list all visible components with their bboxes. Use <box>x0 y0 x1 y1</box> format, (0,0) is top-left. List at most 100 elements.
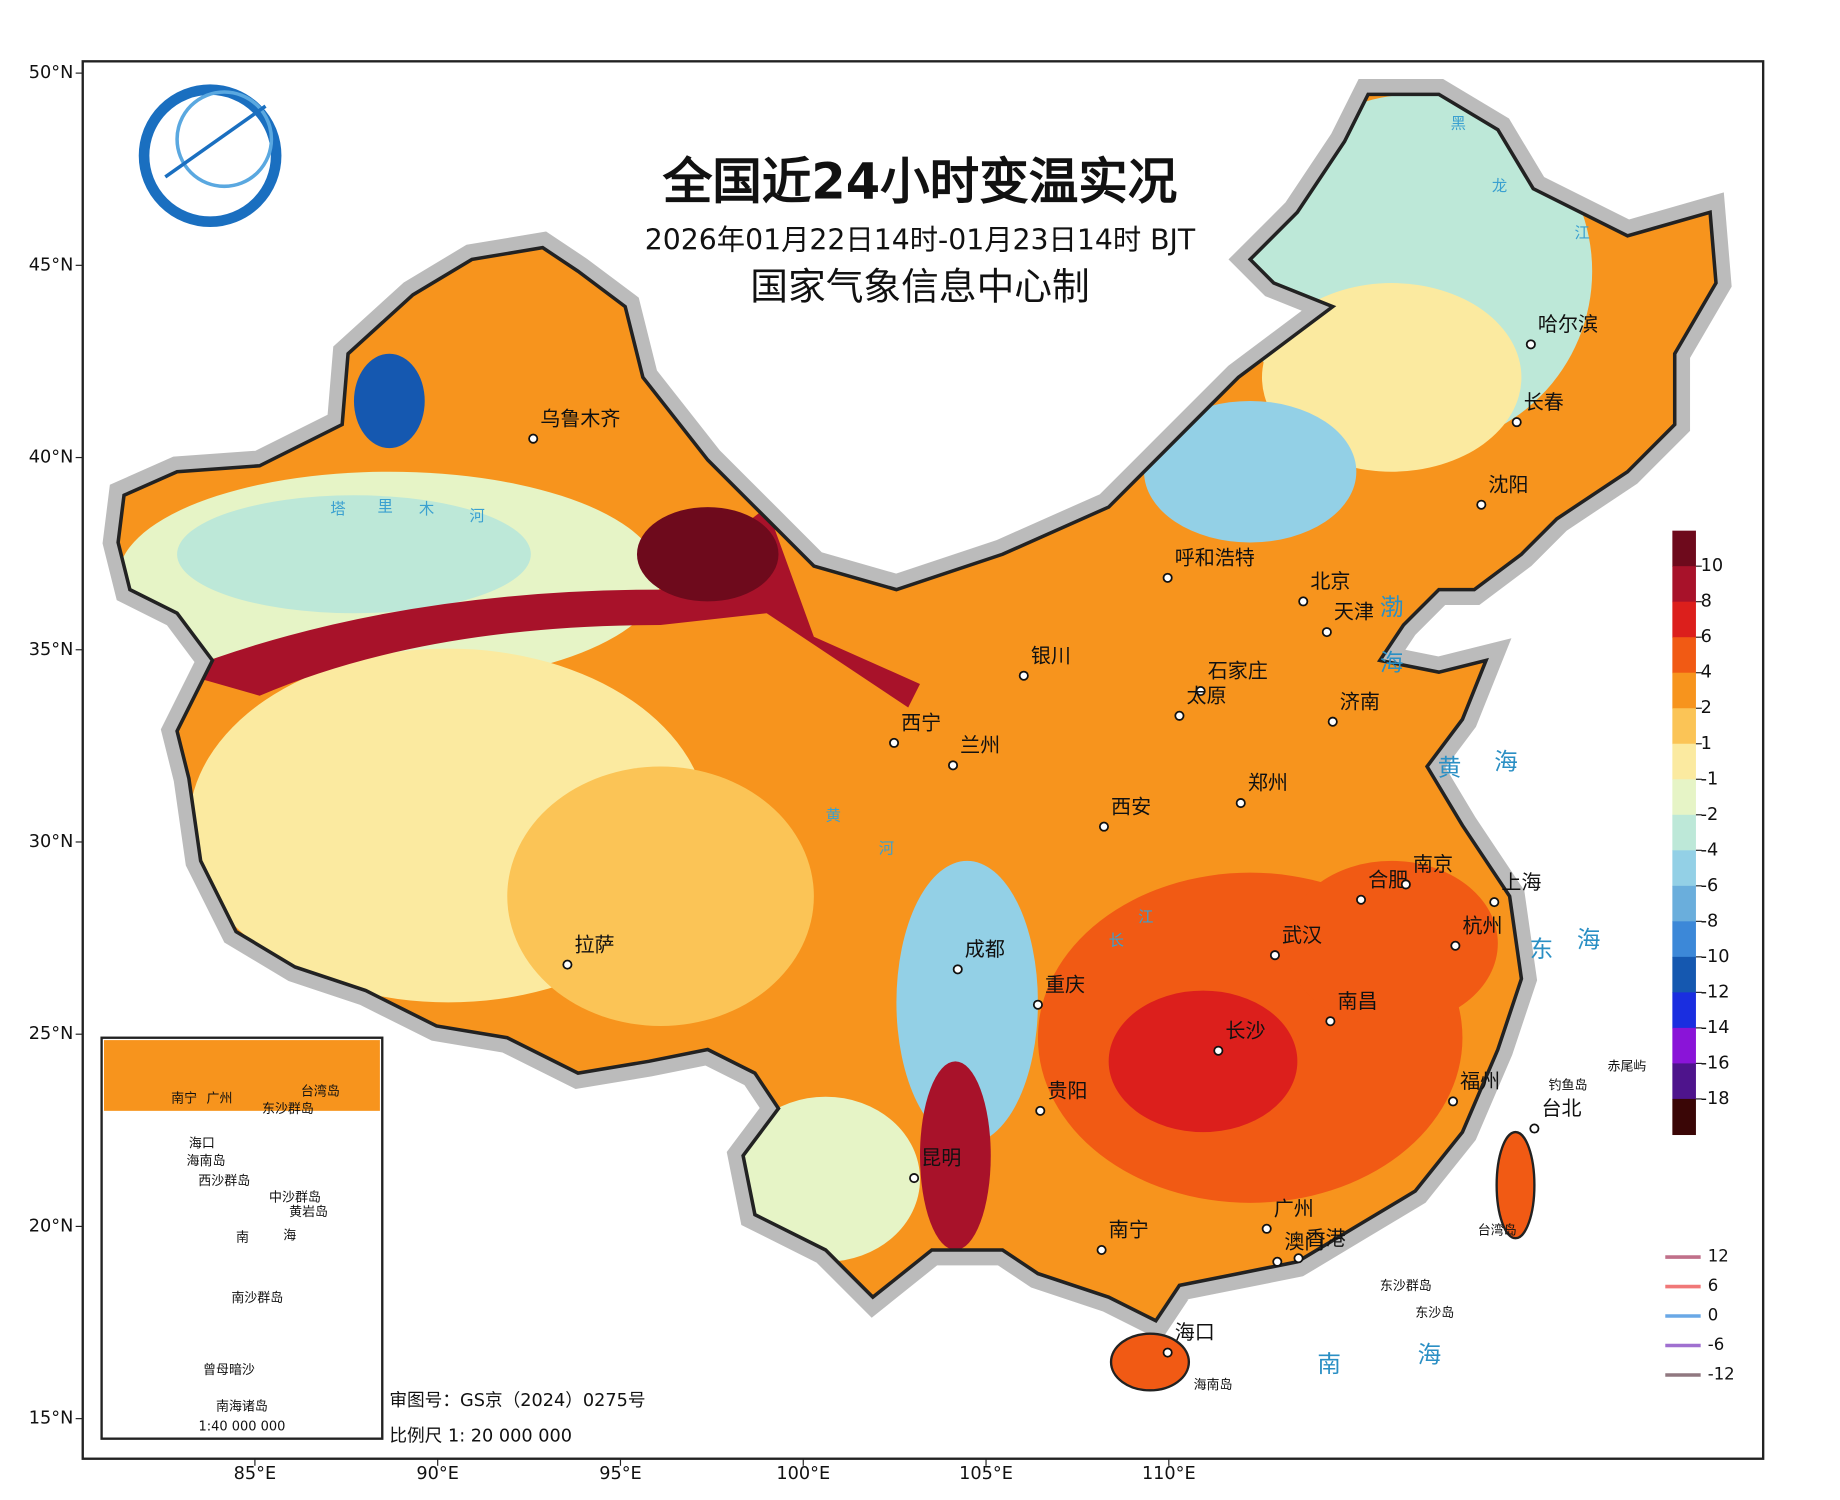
colorbar-label: 1 <box>1701 734 1712 754</box>
inset-label: 曾母暗沙 <box>203 1363 255 1378</box>
sea-label: 海 <box>1380 648 1411 676</box>
colorbar-segment <box>1672 1027 1696 1064</box>
city-dot <box>1298 596 1309 607</box>
inset-label: 南 <box>236 1230 249 1246</box>
city-dot <box>1529 1123 1540 1134</box>
city-dot <box>1476 499 1487 510</box>
city-label: 南京 <box>1413 852 1453 876</box>
lon-label: 105°E <box>959 1464 1013 1484</box>
colorbar-label: -12 <box>1701 982 1730 1002</box>
island-label: 台湾岛 <box>1478 1223 1517 1239</box>
city-dot <box>528 433 539 444</box>
colorbar-label: 8 <box>1701 592 1712 612</box>
lat-label: 35°N <box>29 640 74 660</box>
city-label: 香港 <box>1306 1226 1346 1250</box>
island-label: 东沙岛 <box>1415 1305 1454 1321</box>
city-label: 上海 <box>1501 870 1541 894</box>
taiwan <box>1495 1130 1536 1240</box>
lat-label: 20°N <box>29 1216 74 1236</box>
city-dot <box>1511 417 1522 428</box>
contour-label: -12 <box>1708 1365 1735 1384</box>
river-label: 里 <box>378 498 393 516</box>
city-dot <box>1032 999 1043 1010</box>
colorbar-segment <box>1672 1063 1696 1100</box>
city-dot <box>1195 686 1206 697</box>
city-label: 澳门 <box>1284 1229 1324 1253</box>
colorbar-segment <box>1672 885 1696 922</box>
sea-label: 海 <box>1494 747 1525 775</box>
city-dot <box>1400 879 1411 890</box>
city-label: 南宁 <box>1109 1218 1149 1242</box>
colorbar-segment <box>1672 814 1696 851</box>
colorbar-label: -14 <box>1701 1018 1730 1038</box>
city-dot <box>889 737 900 748</box>
city-label: 西宁 <box>901 711 941 735</box>
city-label: 石家庄 <box>1208 659 1268 683</box>
city-dot <box>952 964 963 975</box>
island-label: 东沙群岛 <box>1380 1278 1432 1294</box>
inset-label: 东沙群岛 <box>262 1101 314 1117</box>
city-label: 银川 <box>1031 643 1071 667</box>
city-label: 广州 <box>1274 1196 1314 1220</box>
inset-label: 台湾岛 <box>301 1083 340 1099</box>
colorbar-label: -8 <box>1701 911 1719 931</box>
inset-label: 黄岩岛 <box>289 1204 328 1220</box>
city-dot <box>1450 940 1461 951</box>
colorbar-segment <box>1672 637 1696 674</box>
city-label: 沈阳 <box>1488 472 1528 496</box>
river-label: 河 <box>879 840 894 858</box>
inset-label: 南宁 <box>171 1091 197 1107</box>
lat-label: 15°N <box>29 1409 74 1429</box>
city-dot <box>1325 1016 1336 1027</box>
city-dot <box>1096 1244 1107 1256</box>
city-label: 成都 <box>965 937 1005 961</box>
city-dot <box>1213 1045 1224 1056</box>
city-label: 海口 <box>1175 1320 1215 1344</box>
city-dot <box>1269 950 1280 961</box>
colorbar-label: -16 <box>1701 1053 1730 1073</box>
colorbar-segment <box>1672 956 1696 993</box>
colorbar-segment <box>1672 921 1696 958</box>
river-label: 江 <box>1574 224 1589 242</box>
city-label: 福州 <box>1460 1069 1500 1093</box>
sea-label: 海 <box>1577 926 1608 954</box>
city-dot <box>1035 1105 1046 1116</box>
city-dot <box>1162 572 1173 583</box>
sea-label: 黄 <box>1438 753 1469 781</box>
review-number: 审图号：GS京（2024）0275号 <box>389 1390 645 1411</box>
hainan <box>1109 1332 1191 1392</box>
logo <box>138 84 282 228</box>
colorbar-label: -10 <box>1701 947 1730 967</box>
city-dot <box>562 959 573 970</box>
colorbar-label: -1 <box>1701 769 1719 789</box>
city-label: 乌鲁木齐 <box>540 406 620 430</box>
inset-label: 西沙群岛 <box>198 1173 250 1189</box>
colorbar-label: 2 <box>1701 698 1712 718</box>
city-label: 太原 <box>1187 683 1227 707</box>
river-label: 木 <box>419 500 434 518</box>
colorbar-label: -18 <box>1701 1089 1730 1109</box>
island-label: 海南岛 <box>1194 1377 1233 1393</box>
city-dot <box>1098 821 1109 832</box>
colorbar-segment <box>1672 530 1696 567</box>
inset-caption: 南海诸岛 <box>216 1398 268 1414</box>
city-label: 台北 <box>1541 1096 1581 1120</box>
lon-label: 110°E <box>1142 1464 1196 1484</box>
subtitle: 2026年01月22日14时-01月23日14时 BJT <box>645 224 1196 257</box>
city-dot <box>1162 1347 1173 1358</box>
lon-label: 100°E <box>776 1464 830 1484</box>
colorbar-label: -4 <box>1701 840 1719 860</box>
colorbar-label: 6 <box>1701 627 1712 647</box>
city-dot <box>1272 1256 1283 1267</box>
inset-label: 海南岛 <box>187 1153 226 1169</box>
city-label: 贵阳 <box>1047 1078 1087 1102</box>
colorbar-label: 4 <box>1701 663 1712 683</box>
city-label: 合肥 <box>1368 867 1408 891</box>
sea-label: 东 <box>1530 935 1561 963</box>
city-dot <box>1235 798 1246 809</box>
title: 全国近24小时变温实况 <box>662 153 1178 211</box>
inset-label: 广州 <box>207 1092 233 1107</box>
sea-label: 渤 <box>1380 593 1411 621</box>
